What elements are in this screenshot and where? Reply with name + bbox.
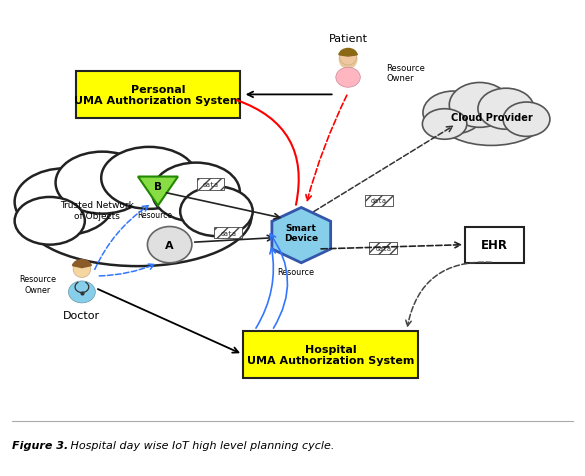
Bar: [243, 331, 418, 378]
Polygon shape: [138, 177, 178, 206]
Text: data: data: [220, 230, 236, 236]
Text: Resource: Resource: [277, 268, 314, 276]
Text: Hospital day wise IoT high level planning cycle.: Hospital day wise IoT high level plannin…: [67, 440, 335, 450]
Wedge shape: [73, 260, 91, 268]
Bar: [465, 228, 524, 263]
Text: data: data: [371, 198, 387, 204]
Text: Cloud Provider: Cloud Provider: [450, 113, 532, 123]
Text: data: data: [202, 182, 219, 188]
Text: A: A: [166, 240, 174, 250]
Ellipse shape: [180, 187, 253, 237]
Ellipse shape: [23, 167, 252, 267]
Wedge shape: [339, 50, 357, 57]
Text: Smart
Device: Smart Device: [284, 224, 318, 243]
Ellipse shape: [423, 92, 484, 135]
Ellipse shape: [339, 50, 357, 70]
Ellipse shape: [478, 89, 534, 130]
Text: Resource
Owner: Resource Owner: [386, 64, 425, 83]
Bar: [76, 71, 240, 119]
Text: Resource: Resource: [137, 211, 173, 220]
FancyBboxPatch shape: [214, 228, 242, 239]
Text: Patient: Patient: [329, 34, 367, 44]
Ellipse shape: [340, 50, 356, 66]
Text: Hospital
UMA Authorization System: Hospital UMA Authorization System: [247, 344, 414, 366]
Ellipse shape: [336, 68, 360, 88]
Text: B: B: [154, 182, 162, 192]
Text: EHR: EHR: [481, 238, 508, 252]
FancyBboxPatch shape: [197, 179, 224, 190]
Ellipse shape: [73, 261, 91, 278]
Ellipse shape: [15, 169, 114, 236]
FancyBboxPatch shape: [370, 243, 397, 254]
Text: data: data: [375, 246, 391, 251]
Ellipse shape: [152, 163, 240, 222]
Ellipse shape: [440, 97, 543, 146]
Ellipse shape: [101, 148, 197, 209]
Polygon shape: [272, 208, 331, 263]
Ellipse shape: [56, 152, 149, 214]
Ellipse shape: [422, 109, 467, 140]
FancyBboxPatch shape: [365, 195, 393, 207]
Text: Trusted Network
of Objects: Trusted Network of Objects: [60, 201, 133, 220]
Ellipse shape: [68, 281, 95, 303]
Text: Resource
Owner: Resource Owner: [19, 275, 57, 294]
Circle shape: [147, 227, 192, 263]
Ellipse shape: [503, 103, 550, 137]
Ellipse shape: [449, 83, 510, 128]
Text: Figure 3.: Figure 3.: [12, 440, 68, 450]
Text: Doctor: Doctor: [63, 310, 101, 320]
Ellipse shape: [15, 198, 85, 245]
Text: Personal
UMA Authorization System: Personal UMA Authorization System: [74, 84, 242, 106]
